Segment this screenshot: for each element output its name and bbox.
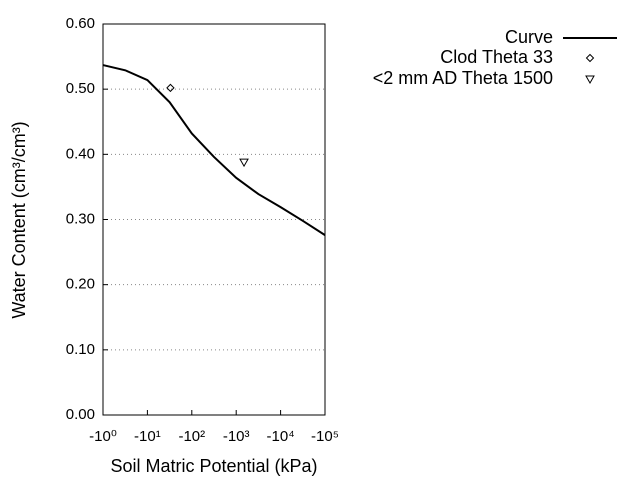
x-tick-label: -10³ [223, 428, 250, 445]
plot-frame [102, 23, 326, 416]
legend-label: <2 mm AD Theta 1500 [373, 68, 553, 88]
curve [102, 64, 326, 236]
legend-label: Curve [505, 27, 553, 47]
data-point [239, 158, 249, 168]
legend-label: Clod Theta 33 [440, 47, 553, 67]
data-point [166, 83, 175, 93]
x-tick-label: -10² [178, 428, 205, 445]
y-tick-label: 0.60 [66, 15, 95, 32]
y-axis-label: Water Content (cm³/cm³) [9, 121, 29, 318]
x-axis-label: Soil Matric Potential (kPa) [110, 456, 317, 476]
legend-swatch [585, 75, 595, 85]
x-tick-label: -10⁵ [311, 428, 339, 445]
y-tick-label: 0.00 [66, 406, 95, 423]
y-tick-label: 0.10 [66, 341, 95, 358]
y-tick-label: 0.40 [66, 145, 95, 162]
x-tick-label: -10⁴ [267, 428, 295, 445]
legend-swatch [585, 53, 595, 63]
y-tick-label: 0.20 [66, 276, 95, 293]
y-tick-label: 0.50 [66, 80, 95, 97]
x-tick-label: -10¹ [134, 428, 161, 445]
x-tick-label: -10⁰ [89, 428, 117, 445]
y-tick-label: 0.30 [66, 210, 95, 227]
